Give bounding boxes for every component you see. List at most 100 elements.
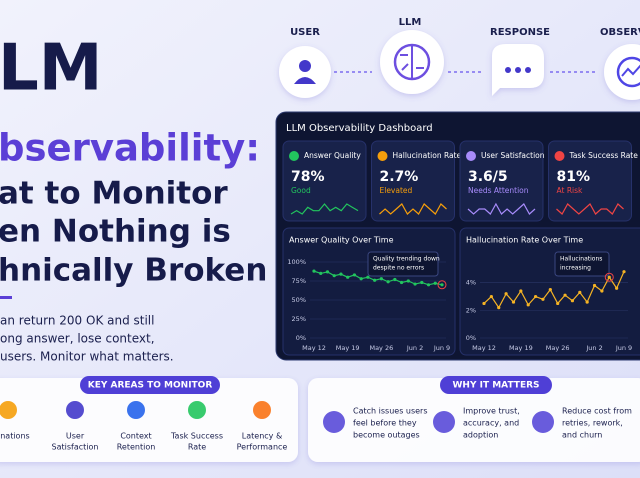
hero-title: en Nothing is [0,214,231,250]
point [366,275,370,279]
point [399,280,404,285]
area-icon [188,401,206,419]
why-text: Improve trust, [463,407,520,416]
x-tick-label: May 12 [302,344,326,352]
hero-body: users. Monitor what matters. [0,350,174,364]
why-icon [433,411,455,433]
point [312,269,316,273]
chart-title: Hallucination Rate Over Time [466,236,583,245]
hero-title: LM [0,32,102,106]
key-areas-card [0,378,298,462]
y-tick-label: 4% [466,279,476,287]
why-text: and churn [562,431,602,440]
point [406,279,410,283]
point [393,277,397,282]
why-icon [532,411,554,433]
point [482,301,486,306]
sparkline [379,203,447,215]
area-label: Task Success [170,432,223,441]
hero-title: hnically Broken [0,253,267,289]
user-glyph [299,60,311,72]
y-tick-label: 25% [292,315,306,323]
area-icon [253,401,271,419]
x-tick-label: May 19 [336,344,360,352]
dot [505,67,511,73]
brain-glyph [400,45,424,79]
point [563,293,567,297]
point [622,270,626,274]
flow-label: USER [290,27,320,38]
why-icon [323,411,345,433]
highlight [604,272,614,282]
point [497,306,501,310]
point [433,281,437,285]
point [570,299,575,303]
area-label: lucinations [0,432,30,441]
x-tick-label: Jun 2 [406,344,423,352]
point [420,280,424,285]
x-tick-label: Jun 9 [615,344,632,352]
annotation-box [367,251,439,277]
point [541,297,545,301]
point [379,277,383,281]
annotation-box [554,251,610,277]
user-glyph [294,77,316,84]
point [359,277,363,281]
annotation: increasing [560,265,591,272]
pill [440,376,552,394]
point [526,303,530,307]
sparkline [556,203,624,215]
kpi-value: 3.6/5 [468,169,508,185]
point [346,275,350,279]
kpi-icon [466,151,476,161]
kpi-icon [377,151,388,161]
kpi-value: 78% [291,169,325,185]
kpi-value: 81% [557,169,591,185]
point [519,289,523,293]
point [413,282,417,286]
x-tick-label: May 19 [509,344,533,352]
chart-title: Answer Quality Over Time [289,236,394,245]
point [592,283,597,288]
why-text: become outages [353,431,420,440]
annotation: Hallucinations [560,256,602,263]
point [607,275,611,279]
kpi-label: User Satisfaction [481,151,545,160]
annotation: Quality trending down [373,256,440,263]
hero-body: an return 200 OK and still [0,314,154,328]
point [511,300,516,304]
area-label: Latency & [242,432,282,441]
chart-panel [282,227,456,356]
why-text: adoption [463,431,498,440]
hero-title: at to Monitor [0,176,228,212]
area-icon [66,401,84,419]
pill [80,376,220,394]
y-tick-label: 0% [466,334,476,342]
chart-panel [459,227,640,356]
y-tick-label: 100% [287,258,306,266]
kpi-status: Elevated [380,186,413,195]
why-title: WHY IT MATTERS [453,381,540,391]
kpi-card [371,140,455,222]
point [332,274,336,278]
y-tick-label: 0% [296,334,306,342]
point [386,280,390,284]
point [578,290,582,294]
point [319,271,323,275]
point [615,286,619,290]
point [339,272,343,276]
x-tick-label: May 26 [546,344,570,352]
flow-label: OBSERVA [600,27,640,38]
kpi-status: Needs Attention [468,186,529,195]
point [556,301,560,306]
x-tick-label: May 12 [472,344,496,352]
flow-label: RESPONSE [490,27,550,38]
area-label: Context [120,432,151,441]
hero-title: bservability: [0,127,260,170]
point [352,273,357,277]
kpi-icon [289,151,299,161]
key-areas-title: KEY AREAS TO MONITOR [88,381,213,391]
kpi-label: Hallucination Rate [393,151,462,160]
point [533,294,538,299]
area-icon [127,401,145,419]
